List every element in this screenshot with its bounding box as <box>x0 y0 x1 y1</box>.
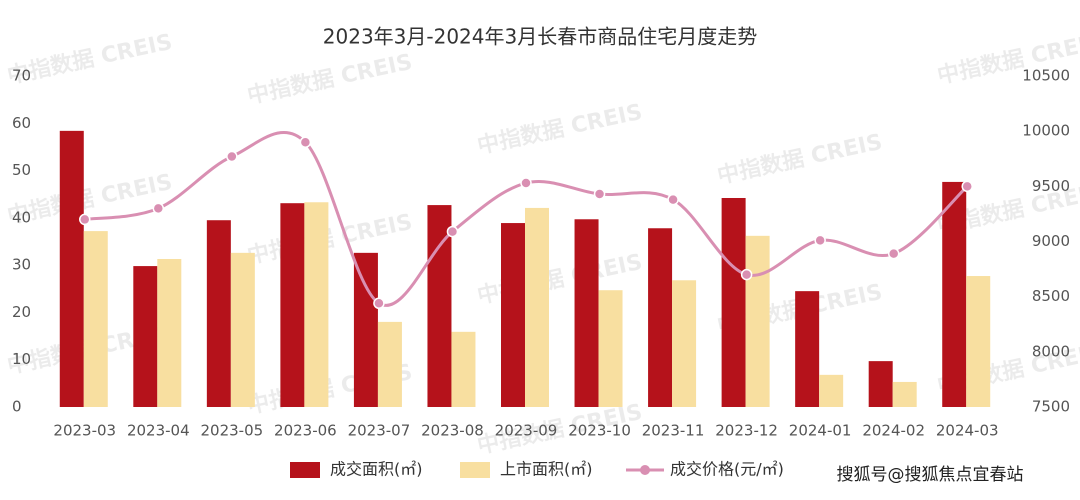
bar <box>648 228 673 407</box>
price-point <box>299 136 312 148</box>
y2-tick-label: 10000 <box>1022 122 1070 140</box>
legend-swatch <box>290 462 320 478</box>
y-tick-label: 70 <box>12 67 31 85</box>
chart-title: 2023年3月-2024年3月长春市商品住宅月度走势 <box>323 25 757 49</box>
bar <box>574 219 599 407</box>
legend-swatch <box>640 465 650 475</box>
bar <box>892 381 917 407</box>
x-tick-label: 2023-05 <box>201 422 264 440</box>
source-label: 搜狐号@搜狐焦点宜春站 <box>837 465 1024 485</box>
x-tick-label: 2024-01 <box>789 422 852 440</box>
y2-tick-label: 9500 <box>1032 177 1070 195</box>
watermark: 中指数据 CREIS <box>475 99 645 159</box>
x-tick-label: 2023-09 <box>495 422 558 440</box>
bar <box>672 280 697 407</box>
x-tick-label: 2023-10 <box>568 422 631 440</box>
bar <box>598 290 623 407</box>
price-point <box>667 193 679 206</box>
price-point <box>226 150 238 163</box>
x-tick-label: 2023-04 <box>127 422 190 440</box>
bar <box>280 203 305 407</box>
x-tick-label: 2024-02 <box>862 422 925 440</box>
y2-tick-label: 8500 <box>1032 287 1070 305</box>
legend-swatch <box>460 462 490 478</box>
price-point <box>740 268 753 281</box>
x-tick-label: 2023-11 <box>642 422 705 440</box>
x-tick-label: 2023-07 <box>348 422 411 440</box>
legend-label: 上市面积(㎡) <box>500 460 593 479</box>
y-tick-label: 10 <box>12 350 31 368</box>
bar <box>501 223 525 407</box>
bar <box>230 252 255 407</box>
price-point <box>593 188 606 200</box>
y2-tick-label: 8000 <box>1032 342 1070 360</box>
price-point <box>520 177 532 189</box>
y2-tick-label: 10500 <box>1022 67 1070 85</box>
y-tick-label: 20 <box>12 303 31 321</box>
price-point <box>79 213 91 226</box>
bar <box>525 207 549 407</box>
watermark: 中指数据 CREIS <box>245 209 415 269</box>
y-tick-label: 60 <box>12 114 31 132</box>
bar <box>819 374 844 407</box>
y2-tick-label: 9000 <box>1032 232 1070 250</box>
bar <box>942 181 967 407</box>
bar <box>966 276 991 407</box>
bar <box>745 235 770 407</box>
bar <box>157 258 182 407</box>
bar <box>377 321 402 407</box>
price-point <box>961 180 973 193</box>
bar <box>133 266 158 407</box>
bar <box>304 202 329 407</box>
bar <box>206 220 231 407</box>
bar <box>59 130 84 407</box>
x-tick-label: 2023-03 <box>53 422 116 440</box>
x-tick-label: 2023-12 <box>715 422 778 440</box>
y-tick-label: 0 <box>12 398 22 416</box>
y-tick-label: 40 <box>12 208 31 226</box>
bar <box>427 205 452 407</box>
price-point <box>887 247 900 260</box>
bar <box>868 361 893 407</box>
price-point <box>152 202 165 215</box>
x-tick-label: 2024-03 <box>936 422 999 440</box>
y-tick-label: 30 <box>12 256 31 274</box>
price-point <box>373 297 385 310</box>
watermark: 中指数据 CREIS <box>715 129 885 189</box>
price-point <box>814 234 826 247</box>
bar <box>721 197 746 407</box>
legend-label: 成交面积(㎡) <box>330 460 423 479</box>
bar <box>353 252 378 407</box>
price-point <box>446 225 459 238</box>
bar <box>83 231 108 407</box>
legend-label: 成交价格(元/㎡) <box>670 460 784 479</box>
y2-tick-label: 7500 <box>1032 398 1070 416</box>
x-tick-label: 2023-06 <box>274 422 337 440</box>
bar <box>451 331 476 407</box>
y-tick-label: 50 <box>12 161 31 179</box>
bar <box>795 291 820 407</box>
watermark: 中指数据 CREIS <box>245 49 415 109</box>
x-tick-label: 2023-08 <box>421 422 484 440</box>
